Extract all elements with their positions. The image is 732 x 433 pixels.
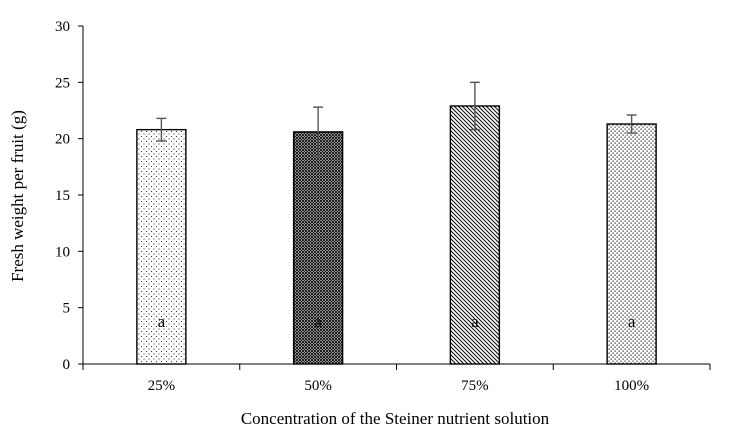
significance-letter: a: [471, 312, 479, 331]
y-tick-label: 10: [55, 244, 70, 260]
y-axis-title: Fresh weight per fruit (g): [8, 110, 27, 282]
x-axis-title: Concentration of the Steiner nutrient so…: [241, 409, 550, 428]
y-axis: 0 5 10 15 20 25 30: [55, 19, 84, 373]
significance-letter: a: [158, 312, 166, 331]
bar-50-pct: [292, 131, 344, 365]
x-tick-label: 100%: [614, 378, 649, 394]
x-axis: 25% 50% 75% 100%: [82, 363, 711, 394]
bar-100-pct: [606, 123, 657, 365]
bar-25-pct: [136, 128, 187, 365]
y-tick-label: 5: [63, 301, 71, 317]
y-tick-label: 30: [55, 19, 70, 35]
x-tick-label: 25%: [148, 378, 176, 394]
y-tick-label: 15: [55, 188, 70, 204]
y-tick-label: 20: [55, 132, 70, 148]
significance-letter: a: [314, 312, 322, 331]
x-tick-label: 75%: [461, 378, 489, 394]
significance-letter: a: [628, 312, 636, 331]
x-tick-label: 50%: [304, 378, 332, 394]
bar-75-pct: [449, 105, 501, 365]
y-tick-label: 0: [63, 357, 71, 373]
y-tick-label: 25: [55, 75, 70, 91]
